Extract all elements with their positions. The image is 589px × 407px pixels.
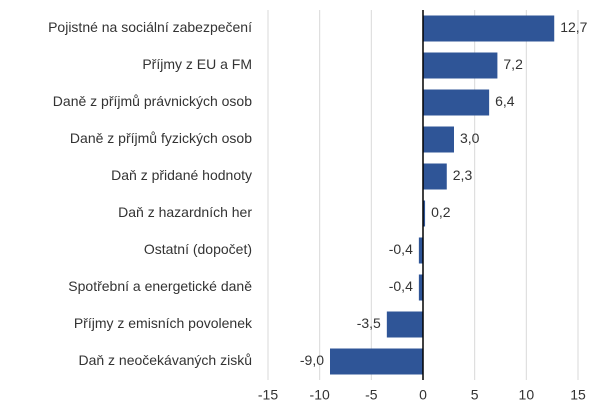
category-label: Daně z příjmů fyzických osob	[70, 130, 252, 146]
value-label: 2,3	[453, 167, 473, 183]
x-tick-label: 15	[570, 387, 586, 403]
bar	[423, 200, 426, 227]
bar	[386, 311, 423, 338]
x-tick-label: -10	[310, 387, 330, 403]
value-label: -0,4	[389, 241, 413, 257]
x-tick-label: -15	[258, 387, 278, 403]
category-label: Daň z neočekávaných zisků	[78, 352, 252, 368]
category-label: Ostatní (dopočet)	[144, 241, 252, 257]
value-label: 0,2	[431, 204, 451, 220]
value-label: -0,4	[389, 278, 413, 294]
x-tick-label: 10	[519, 387, 535, 403]
bar	[423, 126, 454, 153]
bar	[418, 274, 423, 301]
category-label: Daň z hazardních her	[118, 204, 252, 220]
x-tick-label: 5	[471, 387, 479, 403]
bar	[423, 163, 447, 190]
x-tick-label: -5	[365, 387, 378, 403]
bar	[330, 348, 423, 375]
value-label: 12,7	[560, 19, 587, 35]
category-label: Daň z přidané hodnoty	[111, 167, 252, 183]
category-label: Pojistné na sociální zabezpečení	[48, 19, 252, 35]
value-label: 3,0	[460, 130, 480, 146]
category-label: Příjmy z EU a FM	[142, 56, 252, 72]
x-tick-label: 0	[419, 387, 427, 403]
value-label: -9,0	[300, 352, 324, 368]
value-label: 7,2	[503, 56, 523, 72]
category-label: Spotřební a energetické daně	[68, 278, 252, 294]
category-label: Příjmy z emisních povolenek	[74, 315, 253, 331]
category-label: Daně z příjmů právnických osob	[53, 93, 252, 109]
bar	[418, 237, 423, 264]
bar	[423, 15, 555, 42]
value-label: 6,4	[495, 93, 515, 109]
bar	[423, 89, 490, 116]
bar	[423, 52, 498, 79]
value-label: -3,5	[357, 315, 381, 331]
